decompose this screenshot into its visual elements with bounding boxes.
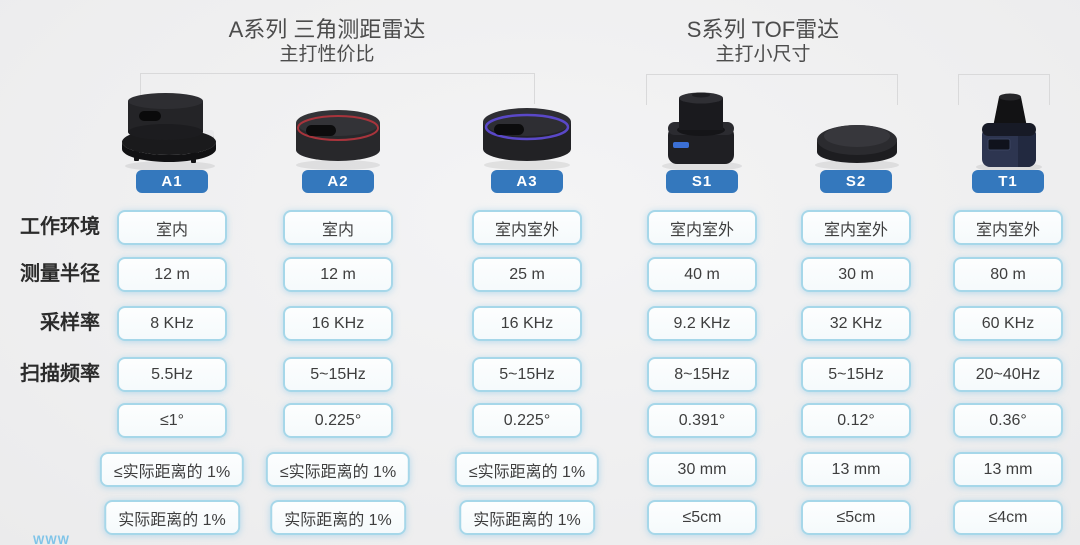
spec-cell-a1-row1: 室内 — [117, 210, 227, 245]
spec-cell-a2-row7: 实际距离的 1% — [270, 500, 406, 535]
spec-cell-a3-row7: 实际距离的 1% — [459, 500, 595, 535]
model-badge-s1: S1 — [666, 170, 738, 193]
spec-cell-a3-row4: 5~15Hz — [472, 357, 582, 392]
spec-cell-s1-row6: 30 mm — [647, 452, 757, 487]
spec-cell-t1-row6: 13 mm — [953, 452, 1063, 487]
spec-cell-s1-row5: 0.391° — [647, 403, 757, 438]
series-s-header: S系列 TOF雷达 主打小尺寸 — [628, 16, 898, 67]
spec-cell-t1-row1: 室内室外 — [953, 210, 1063, 245]
spec-cell-t1-row3: 60 KHz — [953, 306, 1063, 341]
spec-cell-a2-row6: ≤实际距离的 1% — [265, 452, 411, 487]
model-badge-a1: A1 — [136, 170, 208, 193]
spec-cell-a1-row7: 实际距离的 1% — [104, 500, 240, 535]
watermark-text: WWW — [33, 533, 70, 545]
spec-cell-s2-row4: 5~15Hz — [801, 357, 911, 392]
spec-cell-a2-row1: 室内 — [283, 210, 393, 245]
spec-cell-s2-row3: 32 KHz — [801, 306, 911, 341]
series-a-header: A系列 三角测距雷达 主打性价比 — [192, 16, 462, 67]
spec-cell-s1-row1: 室内室外 — [647, 210, 757, 245]
spec-cell-t1-row7: ≤4cm — [953, 500, 1063, 535]
product-image-a3-lidar — [483, 108, 571, 170]
spec-cell-s2-row7: ≤5cm — [801, 500, 911, 535]
row-label-working-environment: 工作环境 — [20, 216, 100, 238]
series-s-bracket — [646, 74, 898, 105]
spec-cell-a2-row3: 16 KHz — [283, 306, 393, 341]
spec-cell-a1-row6: ≤实际距离的 1% — [99, 452, 245, 487]
row-label-measure-radius: 测量半径 — [20, 263, 100, 285]
spec-cell-s2-row6: 13 mm — [801, 452, 911, 487]
row-label-sample-rate: 采样率 — [40, 312, 100, 334]
product-image-a2-lidar — [296, 110, 380, 170]
spec-cell-a3-row5: 0.225° — [472, 403, 582, 438]
product-image-t1-lidar — [976, 93, 1042, 172]
spec-cell-s2-row5: 0.12° — [801, 403, 911, 438]
spec-cell-a3-row2: 25 m — [472, 257, 582, 292]
product-image-s2-lidar — [815, 125, 899, 170]
spec-cell-s2-row1: 室内室外 — [801, 210, 911, 245]
spec-cell-a1-row2: 12 m — [117, 257, 227, 292]
spec-cell-s1-row7: ≤5cm — [647, 500, 757, 535]
series-a-bracket — [140, 73, 535, 104]
series-a-title: A系列 三角测距雷达 — [228, 17, 426, 42]
spec-cell-a1-row5: ≤1° — [117, 403, 227, 438]
spec-cell-s1-row3: 9.2 KHz — [647, 306, 757, 341]
spec-cell-a2-row5: 0.225° — [283, 403, 393, 438]
spec-cell-t1-row4: 20~40Hz — [953, 357, 1063, 392]
series-t-bracket — [958, 74, 1050, 105]
spec-cell-s1-row2: 40 m — [647, 257, 757, 292]
spec-cell-t1-row2: 80 m — [953, 257, 1063, 292]
series-s-subtitle: 主打小尺寸 — [715, 44, 811, 65]
model-badge-s2: S2 — [820, 170, 892, 193]
spec-cell-s2-row2: 30 m — [801, 257, 911, 292]
spec-cell-a1-row4: 5.5Hz — [117, 357, 227, 392]
product-image-s1-lidar — [662, 92, 742, 171]
series-s-title: S系列 TOF雷达 — [686, 17, 840, 42]
spec-cell-a2-row2: 12 m — [283, 257, 393, 292]
series-a-subtitle: 主打性价比 — [279, 44, 375, 65]
model-badge-a3: A3 — [491, 170, 563, 193]
product-image-a1-lidar — [122, 93, 216, 171]
model-badge-a2: A2 — [302, 170, 374, 193]
spec-cell-a3-row1: 室内室外 — [472, 210, 582, 245]
spec-cell-a3-row6: ≤实际距离的 1% — [454, 452, 600, 487]
model-badge-t1: T1 — [972, 170, 1044, 193]
spec-cell-t1-row5: 0.36° — [953, 403, 1063, 438]
spec-cell-s1-row4: 8~15Hz — [647, 357, 757, 392]
row-label-scan-frequency: 扫描频率 — [20, 363, 100, 385]
spec-cell-a3-row3: 16 KHz — [472, 306, 582, 341]
spec-cell-a1-row3: 8 KHz — [117, 306, 227, 341]
spec-cell-a2-row4: 5~15Hz — [283, 357, 393, 392]
